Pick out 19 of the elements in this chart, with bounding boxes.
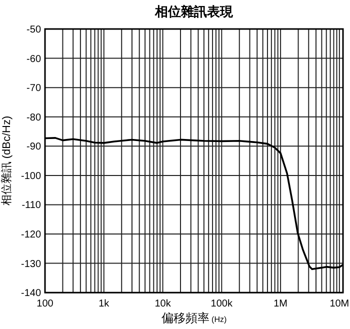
y-tick-label: -120	[20, 230, 42, 241]
y-tick-label: -130	[20, 258, 42, 270]
x-axis-title: 偏移頻率 (Hz)	[161, 311, 227, 325]
x-tick-label: 1M	[274, 298, 288, 310]
y-tick-label: -70	[26, 83, 42, 94]
y-axis-title: 相位雜訊 (dBc/Hz)	[0, 116, 13, 206]
x-tick-label: 10M	[330, 298, 350, 310]
chart-title: 相位雜訊表現	[154, 4, 234, 19]
y-tick-label: -80	[26, 112, 42, 124]
y-tick-label: -140	[20, 288, 42, 300]
y-tick-label: -100	[20, 170, 42, 182]
y-tick-label: -90	[26, 142, 42, 153]
y-tick-label: -50	[26, 24, 42, 36]
y-tick-label: -110	[22, 200, 42, 212]
x-tick-label: 100	[36, 298, 54, 310]
y-tick-label: -60	[26, 54, 42, 65]
x-tick-label: 100k	[210, 298, 234, 310]
x-tick-label: 1k	[98, 298, 110, 310]
x-tick-label: 10k	[154, 298, 172, 310]
